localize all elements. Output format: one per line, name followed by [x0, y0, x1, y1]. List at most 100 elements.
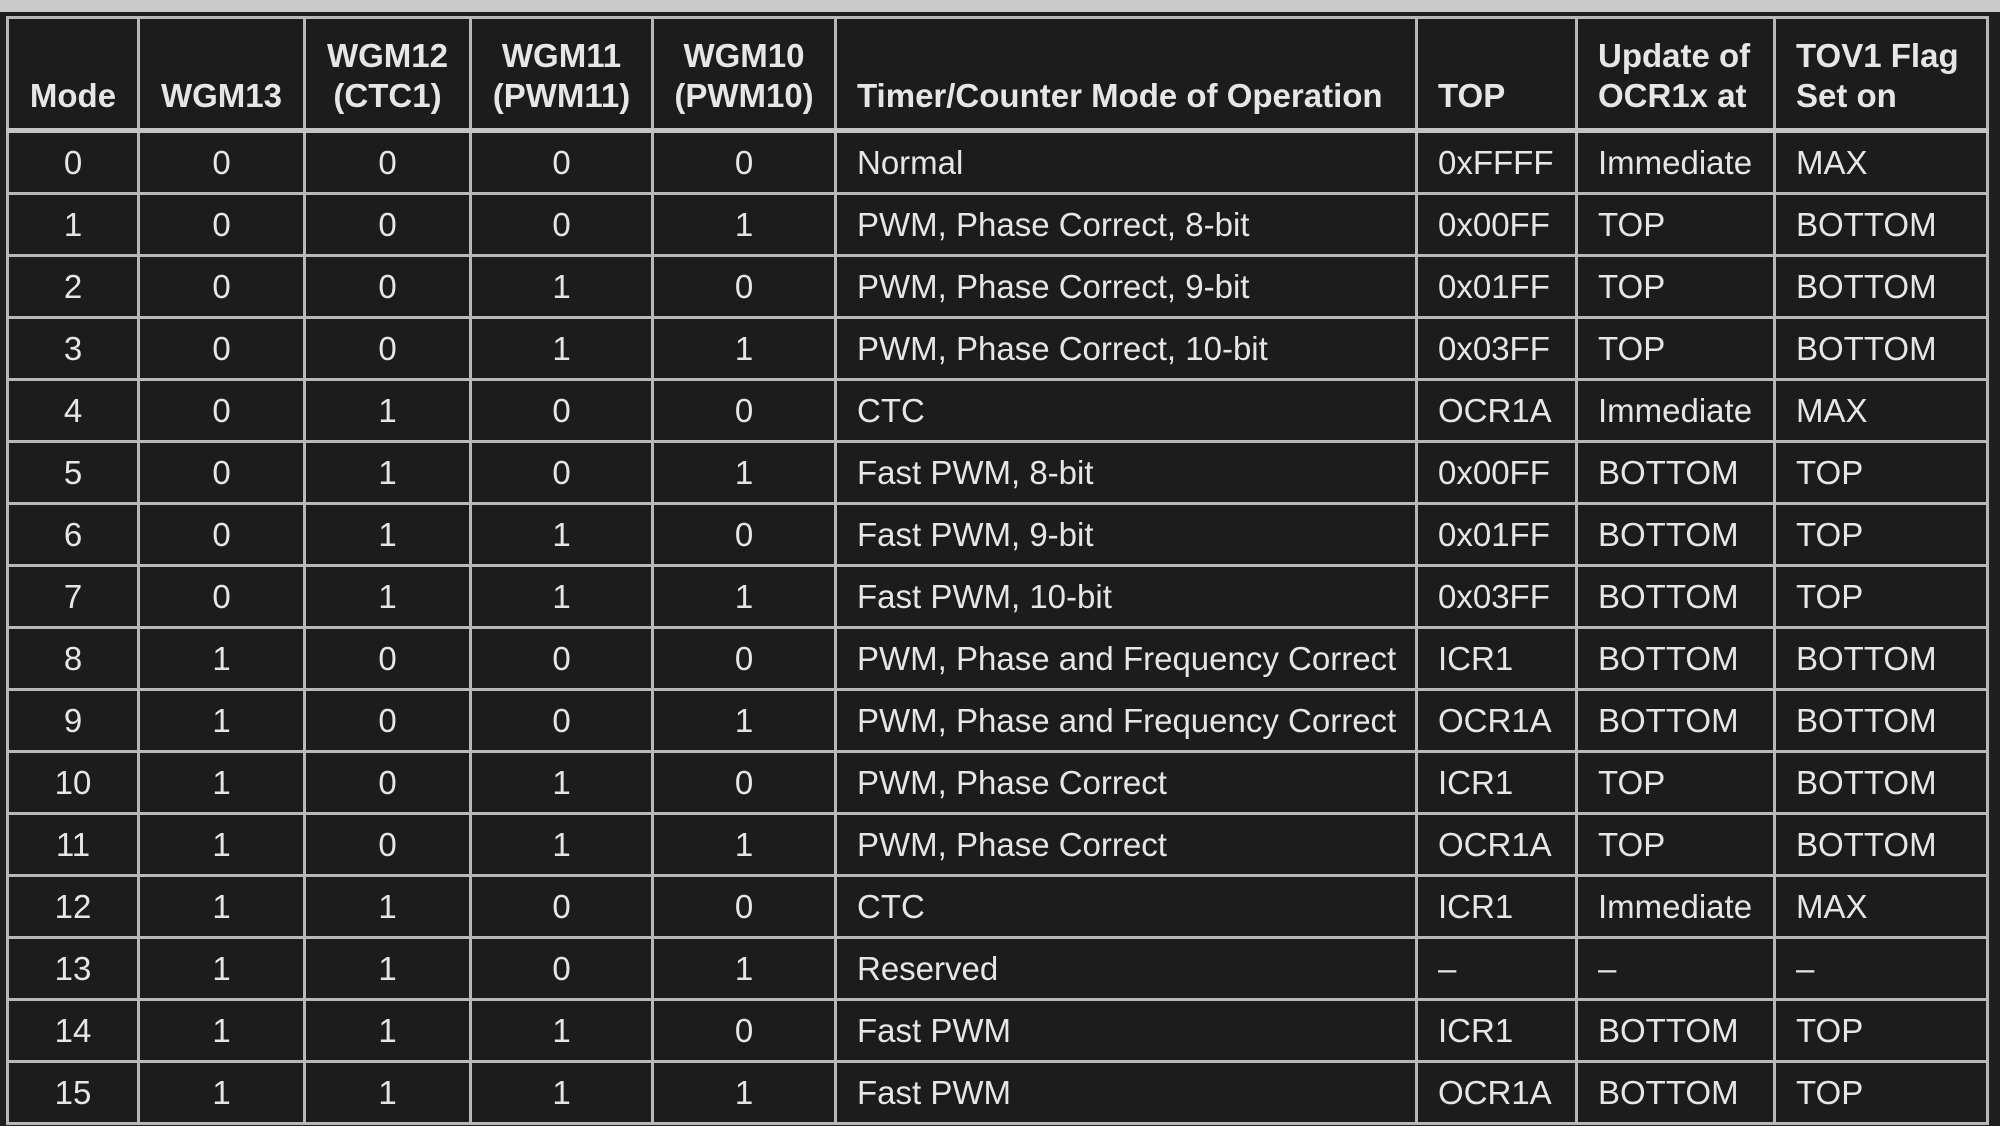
table-cell: Fast PWM, 8-bit [834, 440, 1418, 505]
table-cell: 1 [6, 192, 140, 257]
table-cell: 0 [303, 750, 472, 815]
table-row: 3 0 0 1 1 PWM, Phase Correct, 10-bit 0x03FF TOP… [6, 316, 1989, 381]
column-header-0: Mode [6, 16, 140, 132]
column-header-line: Timer/Counter Mode of Operation [857, 77, 1383, 114]
column-header-line: WGM10 [683, 37, 805, 74]
table-cell: 0 [303, 254, 472, 319]
table-cell: BOTTOM [1773, 750, 1989, 815]
table-cell: 0 [137, 129, 306, 195]
table-cell: 0x03FF [1415, 564, 1578, 629]
table-cell: 0x01FF [1415, 254, 1578, 319]
table-cell: 1 [651, 192, 837, 257]
table-cell: CTC [834, 874, 1418, 939]
table-cell: 15 [6, 1060, 140, 1125]
table-cell: BOTTOM [1575, 688, 1776, 753]
table-cell: 0 [137, 254, 306, 319]
table-cell: Fast PWM [834, 1060, 1418, 1125]
table-cell: OCR1A [1415, 1060, 1578, 1125]
table-cell: Fast PWM [834, 998, 1418, 1063]
table-cell: 4 [6, 378, 140, 443]
table-cell: 10 [6, 750, 140, 815]
table-cell: TOP [1575, 254, 1776, 319]
table-cell: 0 [469, 936, 654, 1001]
column-header-line: Set on [1796, 77, 1897, 114]
table-cell: 8 [6, 626, 140, 691]
table-cell: BOTTOM [1575, 1060, 1776, 1125]
table-cell: 0x00FF [1415, 440, 1578, 505]
table-cell: 1 [303, 936, 472, 1001]
table-cell: 1 [303, 564, 472, 629]
table-cell: 0 [137, 378, 306, 443]
table-cell: 1 [303, 440, 472, 505]
table-row: 15 1 1 1 1 Fast PWM OCR1A BOTTOM TOP [6, 1060, 1989, 1125]
table-cell: 0 [651, 129, 837, 195]
table-cell: Immediate [1575, 129, 1776, 195]
table-cell: Fast PWM, 10-bit [834, 564, 1418, 629]
table-cell: PWM, Phase Correct, 10-bit [834, 316, 1418, 381]
table-cell: 1 [651, 812, 837, 877]
table-cell: 0 [651, 750, 837, 815]
table-cell: OCR1A [1415, 378, 1578, 443]
table-cell: 1 [137, 812, 306, 877]
table-cell: 0 [303, 812, 472, 877]
column-header-line: WGM11 [501, 37, 622, 74]
table-cell: BOTTOM [1773, 254, 1989, 319]
table-cell: 1 [303, 998, 472, 1063]
table-cell: 1 [303, 874, 472, 939]
column-header-line: WGM12 [326, 37, 448, 74]
column-header-2: WGM12 (CTC1) [303, 16, 472, 132]
table-cell: 0x03FF [1415, 316, 1578, 381]
column-header-5: Timer/Counter Mode of Operation [834, 16, 1418, 132]
table-cell: PWM, Phase and Frequency Correct [834, 626, 1418, 691]
column-header-line: Update of [1598, 37, 1751, 74]
table-row: 0 0 0 0 0 Normal 0xFFFF Immediate MAX [6, 129, 1989, 195]
table-cell: PWM, Phase Correct [834, 750, 1418, 815]
table-row: 13 1 1 0 1 Reserved – – – [6, 936, 1989, 1001]
table-cell: 1 [651, 936, 837, 1001]
table-cell: PWM, Phase and Frequency Correct [834, 688, 1418, 753]
table-cell: 1 [137, 1060, 306, 1125]
table-cell: ICR1 [1415, 626, 1578, 691]
table-cell: 0 [469, 626, 654, 691]
column-header-line: TOV1 Flag [1796, 37, 1959, 74]
table-cell: 1 [469, 1060, 654, 1125]
column-header-1: WGM13 [137, 16, 306, 132]
table-cell: 0 [469, 874, 654, 939]
table-row: 12 1 1 0 0 CTC ICR1 Immediate MAX [6, 874, 1989, 939]
table-cell: 0 [469, 378, 654, 443]
table-cell: Immediate [1575, 378, 1776, 443]
table-cell: 1 [303, 378, 472, 443]
table-cell: ICR1 [1415, 750, 1578, 815]
table-cell: TOP [1773, 440, 1989, 505]
column-header-line: TOP [1438, 77, 1506, 114]
column-header-line: (CTC1) [333, 77, 442, 114]
table-cell: MAX [1773, 874, 1989, 939]
table-row: 14 1 1 1 0 Fast PWM ICR1 BOTTOM TOP [6, 998, 1989, 1063]
table-cell: – [1773, 936, 1989, 1001]
table-cell: 0 [6, 129, 140, 195]
table-cell: TOP [1575, 750, 1776, 815]
column-header-6: TOP [1415, 16, 1578, 132]
table-cell: TOP [1773, 502, 1989, 567]
table-cell: 0 [469, 129, 654, 195]
table-cell: 1 [303, 1060, 472, 1125]
table-row: 5 0 1 0 1 Fast PWM, 8-bit 0x00FF BOTTOM TOP [6, 440, 1989, 505]
table-cell: 1 [469, 812, 654, 877]
table-cell: 11 [6, 812, 140, 877]
table-cell: 9 [6, 688, 140, 753]
table-cell: 1 [303, 502, 472, 567]
table-cell: 5 [6, 440, 140, 505]
table-cell: 1 [469, 254, 654, 319]
table-cell: Reserved [834, 936, 1418, 1001]
table-cell: 1 [469, 564, 654, 629]
table-cell: 1 [469, 998, 654, 1063]
table-cell: BOTTOM [1773, 316, 1989, 381]
table-cell: 0 [469, 688, 654, 753]
table-cell: 1 [137, 626, 306, 691]
table-cell: 0 [651, 998, 837, 1063]
column-header-line: OCR1x at [1598, 77, 1747, 114]
table-cell: 1 [469, 750, 654, 815]
table-cell: 0 [651, 626, 837, 691]
column-header-8: TOV1 Flag Set on [1773, 16, 1989, 132]
table-cell: 0 [137, 316, 306, 381]
